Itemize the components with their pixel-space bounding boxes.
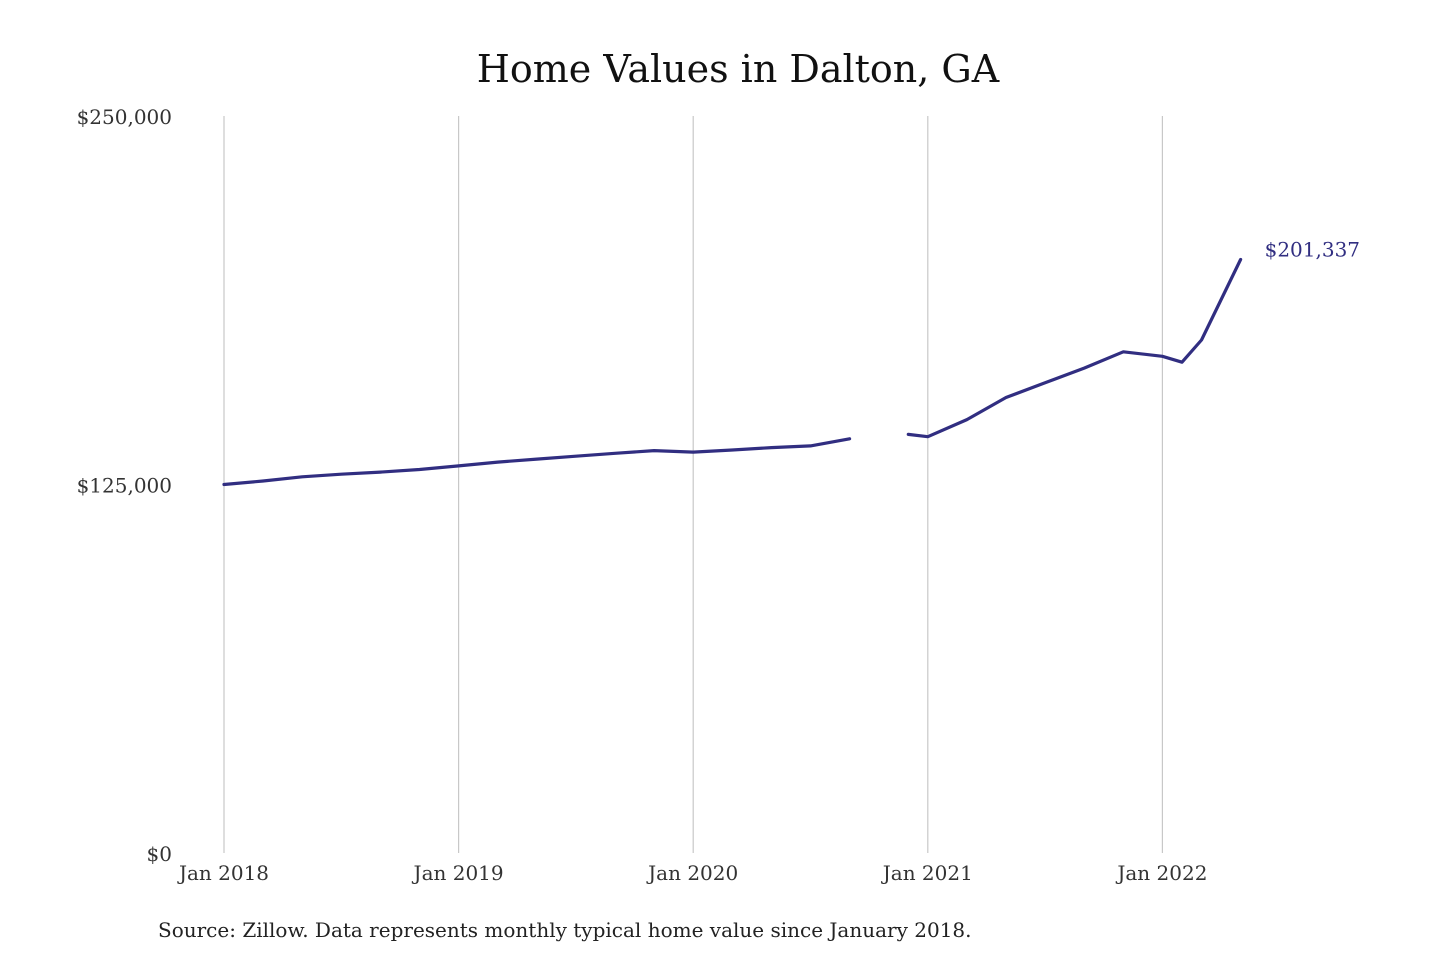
x-tick-label: Jan 2019 xyxy=(412,861,504,885)
series-line-segment-1 xyxy=(222,437,852,487)
x-tick-label: Jan 2020 xyxy=(646,861,738,885)
home-value-series xyxy=(222,257,1243,487)
annotations: $201,337 xyxy=(1265,237,1360,261)
source-note: Source: Zillow. Data represents monthly … xyxy=(158,918,972,942)
chart-title: Home Values in Dalton, GA xyxy=(477,47,1000,91)
y-tick-label: $125,000 xyxy=(77,474,172,498)
x-tick-label: Jan 2022 xyxy=(1115,861,1207,885)
y-tick-label: $0 xyxy=(147,842,172,866)
y-axis-tick-labels: $0 $125,000 $250,000 xyxy=(77,105,172,866)
x-axis-tick-labels: Jan 2018 Jan 2019 Jan 2020 Jan 2021 Jan 2022 xyxy=(177,861,1207,885)
vertical-gridlines xyxy=(223,116,1164,853)
end-value-label: $201,337 xyxy=(1265,237,1360,261)
x-tick-label: Jan 2018 xyxy=(177,861,269,885)
y-tick-label: $250,000 xyxy=(77,105,172,129)
series-line-segment-2 xyxy=(906,257,1243,439)
x-tick-label: Jan 2021 xyxy=(881,861,973,885)
